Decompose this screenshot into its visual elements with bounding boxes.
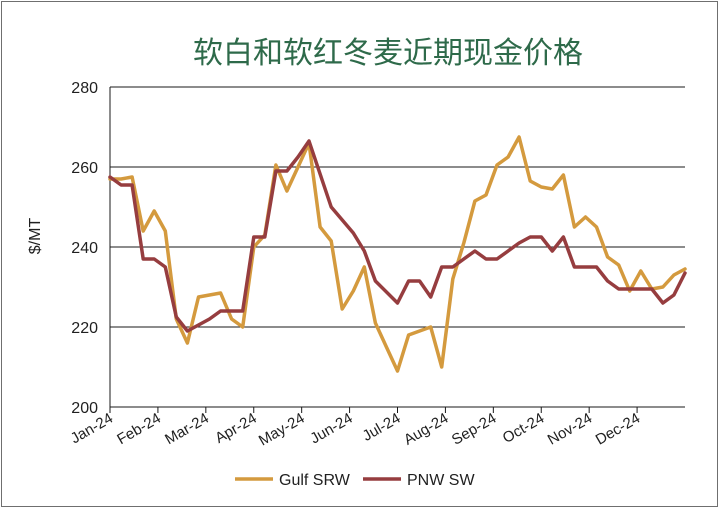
x-tick-label: Feb-24 [114, 410, 164, 448]
series-line-gulf-srw [108, 135, 687, 373]
x-tick-label: Oct-24 [500, 410, 547, 447]
y-axis-label: $/MT [27, 218, 44, 255]
legend-label: Gulf SRW [279, 472, 351, 489]
series-line-pnw-sw [108, 139, 687, 333]
chart-title: 软白和软红冬麦近期现金价格 [193, 36, 583, 71]
x-tick-label: May-24 [256, 410, 308, 450]
x-tick-label: Apr-24 [212, 410, 259, 447]
series-lines [108, 135, 687, 373]
y-tick-labels: 200 220 240 260 280 [71, 80, 98, 417]
y-tick-label: 240 [71, 240, 98, 257]
y-tick-label: 220 [71, 320, 98, 337]
x-tick-label: Aug-24 [401, 410, 451, 449]
y-tick-label: 200 [71, 400, 98, 417]
x-tick-label: Jun-24 [307, 410, 355, 448]
x-tick-label: Sep-24 [449, 410, 499, 449]
y-tick-label: 260 [71, 160, 98, 177]
axes [109, 87, 685, 413]
legend-label: PNW SW [407, 472, 475, 489]
gridlines [110, 86, 685, 328]
legend: Gulf SRW PNW SW [235, 472, 475, 489]
x-tick-label: Jul-24 [360, 410, 404, 445]
x-tick-label: Nov-24 [545, 410, 595, 449]
x-tick-label: Dec-24 [593, 410, 643, 449]
y-tick-label: 280 [71, 80, 98, 97]
x-tick-label: Mar-24 [162, 410, 212, 448]
